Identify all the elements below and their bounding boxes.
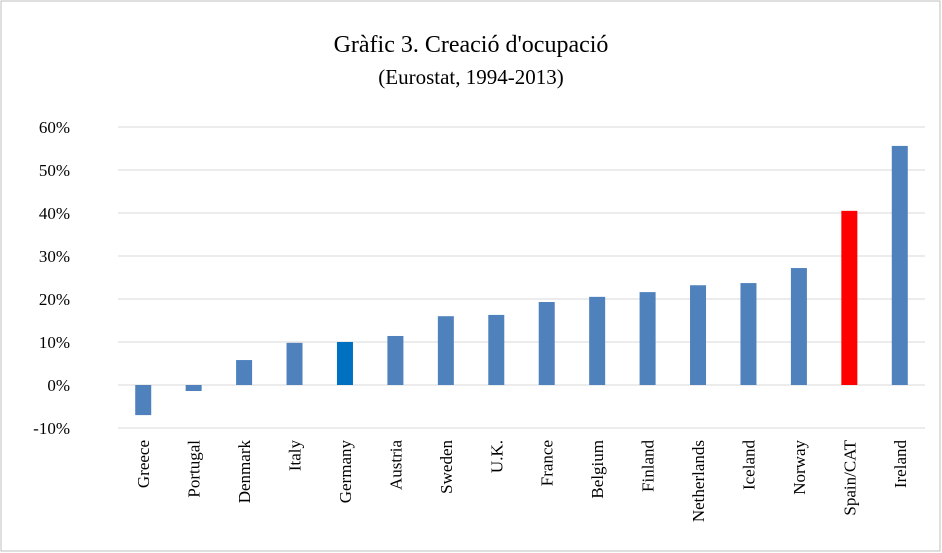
x-tick-label: Finland — [639, 440, 658, 492]
x-tick-label: Denmark — [235, 440, 254, 504]
y-tick-label: 10% — [39, 333, 70, 352]
x-tick-label: Portugal — [185, 440, 204, 498]
y-tick-label: 0% — [47, 376, 70, 395]
x-tick-label: U.K. — [487, 440, 506, 473]
x-tick-label: Sweden — [437, 440, 456, 494]
y-tick-label: 50% — [39, 161, 70, 180]
x-tick-label: Ireland — [891, 440, 910, 489]
bar — [740, 283, 757, 385]
y-tick-label: 30% — [39, 247, 70, 266]
bar — [135, 385, 152, 416]
bar — [286, 342, 303, 385]
bar — [841, 210, 858, 385]
y-tick-label: -10% — [33, 419, 70, 438]
x-tick-label: France — [538, 440, 557, 486]
bar — [185, 385, 202, 392]
bar — [236, 360, 253, 385]
y-tick-label: 60% — [39, 118, 70, 137]
bar — [790, 268, 807, 385]
chart-subtitle: (Eurostat, 1994-2013) — [378, 65, 563, 89]
bar — [891, 145, 908, 385]
x-tick-label: Germany — [336, 440, 355, 504]
x-tick-label: Italy — [286, 440, 305, 472]
x-tick-label: Norway — [790, 440, 809, 495]
bar — [387, 335, 404, 385]
bar — [336, 342, 353, 385]
y-tick-label: 40% — [39, 204, 70, 223]
x-tick-label: Iceland — [739, 440, 758, 491]
bar — [437, 316, 454, 385]
bar — [639, 292, 656, 385]
x-tick-label: Greece — [134, 440, 153, 488]
bar — [589, 296, 606, 385]
bar — [690, 285, 707, 385]
x-tick-label: Austria — [386, 440, 405, 491]
bar — [488, 314, 505, 385]
x-tick-label: Netherlands — [689, 440, 708, 522]
chart-title: Gràfic 3. Creació d'ocupació — [334, 32, 609, 58]
x-tick-label: Spain/CAT — [840, 439, 859, 515]
y-tick-label: 20% — [39, 290, 70, 309]
bar — [538, 302, 555, 385]
x-tick-label: Belgium — [588, 440, 607, 499]
